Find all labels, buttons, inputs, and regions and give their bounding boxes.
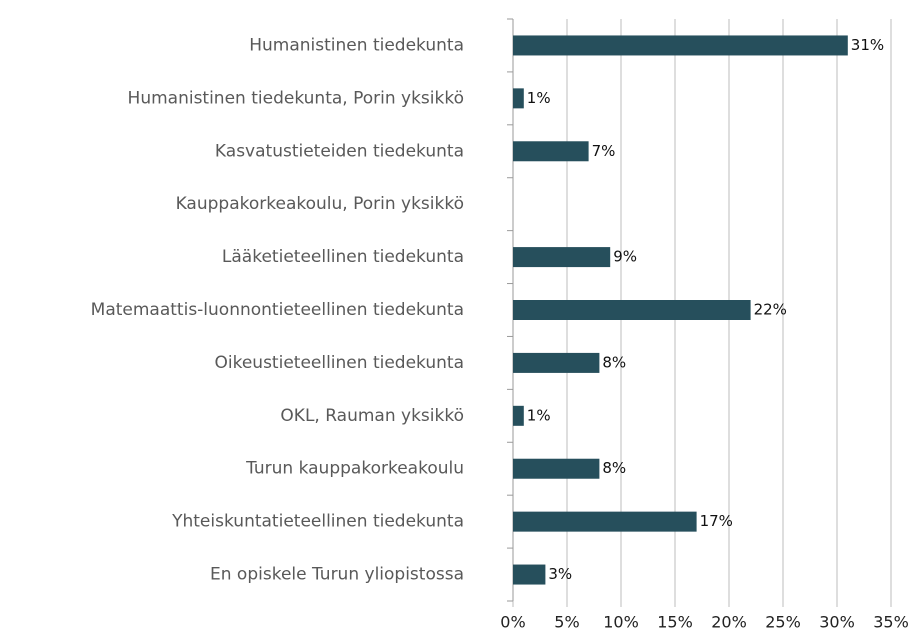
bar: [513, 511, 697, 532]
data-label: 9%: [613, 248, 637, 266]
y-tick-label: Kauppakorkeakoulu, Porin yksikkö: [176, 194, 464, 214]
bar: [513, 352, 600, 373]
data-label: 3%: [548, 565, 572, 583]
bar: [513, 35, 848, 56]
bar: [513, 300, 751, 320]
x-tick-label: 0%: [500, 613, 525, 632]
x-tick-label: 10%: [603, 613, 639, 632]
data-label: 1%: [527, 406, 551, 424]
y-tick-label: Yhteiskuntatieteellinen tiedekunta: [171, 512, 464, 532]
x-tick-label: 20%: [711, 613, 747, 632]
y-tick-label: OKL, Rauman yksikkö: [280, 406, 464, 426]
data-label: 22%: [754, 301, 787, 319]
data-label: 17%: [700, 512, 733, 530]
x-tick-label: 5%: [554, 613, 579, 632]
y-tick-label: Turun kauppakorkeakoulu: [245, 459, 464, 479]
bar: [513, 88, 524, 109]
y-tick-label: Oikeustieteellinen tiedekunta: [215, 353, 465, 373]
data-label: 7%: [592, 142, 616, 160]
bar: [513, 141, 589, 162]
bar: [513, 247, 611, 268]
y-tick-label: En opiskele Turun yliopistossa: [210, 565, 464, 585]
data-label: 1%: [527, 89, 551, 107]
y-tick-label: Humanistinen tiedekunta: [249, 35, 464, 55]
x-tick-label: 30%: [819, 613, 855, 632]
bar: [513, 405, 524, 426]
data-label: 8%: [602, 459, 626, 477]
y-tick-label: Humanistinen tiedekunta, Porin yksikkö: [128, 88, 464, 108]
y-tick-label: Kasvatustieteiden tiedekunta: [215, 141, 464, 161]
x-tick-label: 15%: [657, 613, 693, 632]
bar: [513, 564, 546, 585]
x-tick-label: 25%: [765, 613, 801, 632]
x-tick-label: 35%: [873, 613, 909, 632]
y-tick-label: Matemaattis-luonnontieteellinen tiedekun…: [91, 300, 464, 320]
data-label: 31%: [851, 36, 884, 54]
bar: [513, 458, 600, 479]
y-tick-label: Lääketieteellinen tiedekunta: [222, 247, 464, 267]
data-label: 8%: [602, 353, 626, 371]
